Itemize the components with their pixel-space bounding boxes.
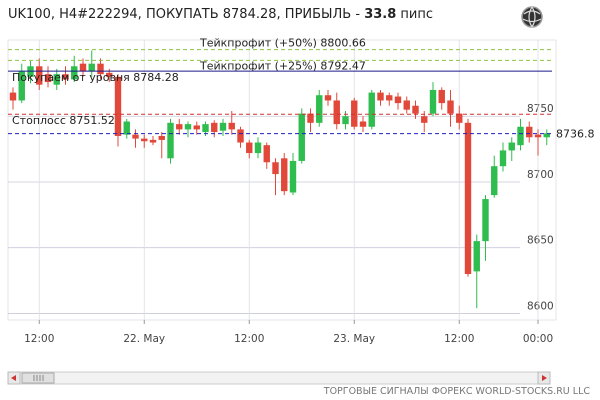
x-tick-label: 12:00 <box>444 333 474 345</box>
x-tick-label: 12:00 <box>234 333 264 345</box>
candle-body <box>447 100 454 114</box>
candle-body <box>351 100 358 127</box>
candle-body <box>272 162 279 175</box>
y-tick-label: 8600 <box>527 300 554 312</box>
candle-body <box>281 158 288 192</box>
candle-body <box>534 134 542 138</box>
candle-body <box>53 74 60 85</box>
candle-body <box>219 122 227 131</box>
candle-body <box>237 129 244 143</box>
candle-body <box>246 142 253 154</box>
candle-body <box>386 95 393 101</box>
y-tick-label: 8750 <box>527 103 554 115</box>
candle-body <box>491 166 498 196</box>
candle-body <box>368 92 375 127</box>
profit: 33.8 <box>364 7 396 22</box>
candle-body <box>526 126 533 138</box>
globe-icon[interactable] <box>521 6 543 28</box>
candle-body <box>184 124 192 130</box>
x-tick-label: 22. May <box>123 333 165 345</box>
candle-body <box>438 89 445 104</box>
candle-body <box>44 74 52 83</box>
candle-body <box>421 116 428 123</box>
candle-body <box>263 145 270 163</box>
level-label: Тейкпрофит (+25%) 8792.47 <box>199 59 366 72</box>
candle-body <box>9 92 17 101</box>
candle-body <box>298 113 305 161</box>
candle-body <box>324 95 332 101</box>
candle-body <box>79 63 87 72</box>
candle-body <box>403 100 410 110</box>
y-tick-label: 8700 <box>527 169 554 181</box>
last-price-label: 8736.8 <box>556 128 595 141</box>
candle-body <box>167 122 174 159</box>
candle-body <box>316 95 323 123</box>
title-text: UK100, H4#222294, ПОКУПАТЬ 8784.28, ПРИБ… <box>8 7 360 22</box>
candle-body <box>193 125 200 130</box>
x-tick-label: 23. May <box>333 333 375 345</box>
candle-body <box>132 134 139 139</box>
y-tick-label: 8650 <box>527 235 554 247</box>
candle-body <box>508 142 515 151</box>
candle-body <box>228 122 235 130</box>
chart-title: UK100, H4#222294, ПОКУПАТЬ 8784.28, ПРИБ… <box>8 7 433 22</box>
candle-body <box>114 76 122 136</box>
candle-body <box>412 105 419 114</box>
candle-body <box>254 142 262 154</box>
candle-body <box>473 241 480 272</box>
candle-body <box>141 138 148 142</box>
x-tick-label: 00:00 <box>523 333 553 345</box>
footer: ТОРГОВЫЕ СИГНАЛЫ ФОРЕКС WORLD-STOCKS.RU … <box>323 386 591 397</box>
candle-body <box>106 72 113 77</box>
candle-body <box>359 121 367 127</box>
candle-body <box>158 135 165 140</box>
candle-body <box>429 89 437 114</box>
candle-body <box>499 150 507 167</box>
level-label: Стоплосс 8751.52 <box>12 114 115 127</box>
profit-unit: пипс <box>400 7 433 22</box>
x-tick-label: 12:00 <box>24 333 54 345</box>
candle-body <box>88 63 95 72</box>
candle-body <box>342 116 349 125</box>
candle-body <box>464 122 472 274</box>
candle-body <box>18 71 25 101</box>
candle-body <box>517 126 524 146</box>
candle-body <box>62 74 69 80</box>
candle-body <box>543 133 550 138</box>
candle-body <box>123 121 130 135</box>
candle-body <box>36 66 43 85</box>
candle-body <box>202 124 209 133</box>
level-label: Покупаем от уровня 8784.28 <box>12 71 179 84</box>
candle-body <box>176 124 183 130</box>
candle-body <box>394 96 402 104</box>
plot-frame <box>7 39 557 321</box>
level-label: Тейкпрофит (+50%) 8800.66 <box>199 37 366 50</box>
candle-body <box>333 100 340 125</box>
candle-body <box>482 199 489 242</box>
candle-body <box>211 122 218 133</box>
candle-body <box>71 66 78 80</box>
candle-body <box>97 63 104 75</box>
candle-body <box>456 113 463 123</box>
scrollbar[interactable] <box>7 371 551 385</box>
candle-body <box>149 139 157 143</box>
candle-body <box>289 160 297 193</box>
candle-body <box>307 113 314 123</box>
candle-body <box>377 92 384 101</box>
